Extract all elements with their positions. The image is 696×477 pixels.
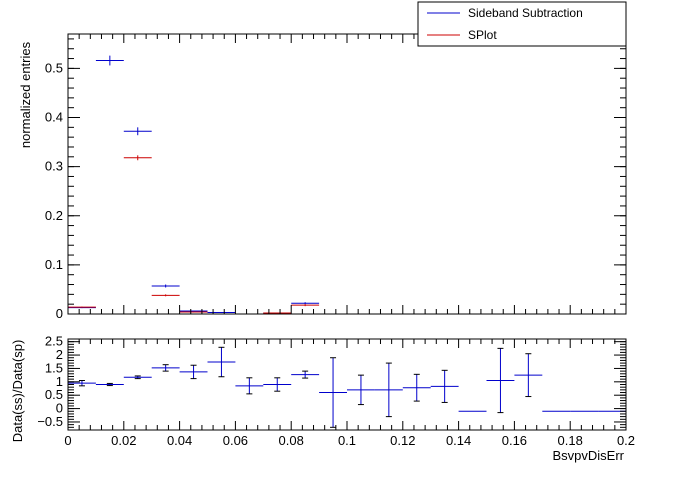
y-tick-label: 0.5: [45, 60, 63, 75]
data-point: [375, 363, 403, 417]
top-y-axis-title: normalized entries: [18, 41, 33, 148]
legend-label-sideband: Sideband Subtraction: [468, 6, 583, 20]
data-point: [96, 56, 124, 66]
x-tick-label: 0.06: [223, 433, 248, 448]
bottom-y-axis-title: Data(ss)/Data(sp): [10, 340, 25, 443]
top-data-marks: [68, 56, 319, 314]
y-tick-label: 0.1: [45, 257, 63, 272]
plot-frame: [68, 339, 626, 430]
x-tick-label: 0.16: [502, 433, 527, 448]
data-point: [514, 354, 542, 397]
data-point: [263, 378, 291, 391]
data-point: [96, 383, 124, 385]
data-point: [180, 365, 208, 378]
data-point: [291, 371, 319, 378]
y-tick-label: −0.5: [37, 414, 63, 429]
data-point: [235, 378, 263, 394]
x-axis-title: BsvpvDisErr: [552, 448, 624, 463]
y-tick-label: 0.2: [45, 208, 63, 223]
x-tick-label: 0.12: [390, 433, 415, 448]
data-point: [152, 294, 180, 296]
data-point: [124, 127, 152, 135]
data-point: [291, 302, 319, 304]
data-point: [180, 311, 208, 312]
data-point: [208, 347, 236, 376]
top-axes: 0 0.1 0.2 0.3 0.4 0.5: [45, 34, 626, 321]
data-point: [347, 375, 375, 404]
data-point: [487, 348, 515, 412]
x-tick-label: 0.14: [446, 433, 471, 448]
y-tick-label: 0.3: [45, 159, 63, 174]
x-tick-label: 0.1: [338, 433, 356, 448]
ratio-data-marks: [68, 347, 626, 427]
data-point: [124, 155, 152, 160]
y-tick-label: 0: [56, 401, 63, 416]
data-point: [208, 312, 236, 313]
data-point: [431, 370, 459, 402]
x-tick-label: 0.18: [558, 433, 583, 448]
data-point: [68, 307, 96, 308]
data-point: [68, 380, 96, 385]
y-tick-label: 0.5: [45, 387, 63, 402]
data-point: [152, 285, 180, 288]
y-tick-label: 0: [56, 306, 63, 321]
data-point: [124, 376, 152, 379]
plot-frame: [68, 34, 626, 314]
x-tick-label: 0.02: [111, 433, 136, 448]
x-tick-label: 0.08: [279, 433, 304, 448]
data-point: [152, 365, 180, 371]
y-tick-label: 2: [56, 347, 63, 362]
y-tick-label: 0.4: [45, 110, 63, 125]
data-point: [180, 312, 208, 313]
x-tick-label: 0.2: [617, 433, 635, 448]
y-tick-label: 1.5: [45, 360, 63, 375]
x-tick-label: 0.04: [167, 433, 192, 448]
x-tick-label: 0: [64, 433, 71, 448]
top-panel: 0 0.1 0.2 0.3 0.4 0.5 normalized entries: [18, 34, 626, 321]
legend-label-splot: SPlot: [468, 28, 497, 42]
data-point: [403, 374, 431, 401]
data-point: [319, 358, 347, 428]
y-tick-label: 1: [56, 374, 63, 389]
data-point: [291, 304, 319, 306]
y-tick-label: 2.5: [45, 334, 63, 349]
legend: Sideband Subtraction SPlot: [418, 2, 626, 46]
